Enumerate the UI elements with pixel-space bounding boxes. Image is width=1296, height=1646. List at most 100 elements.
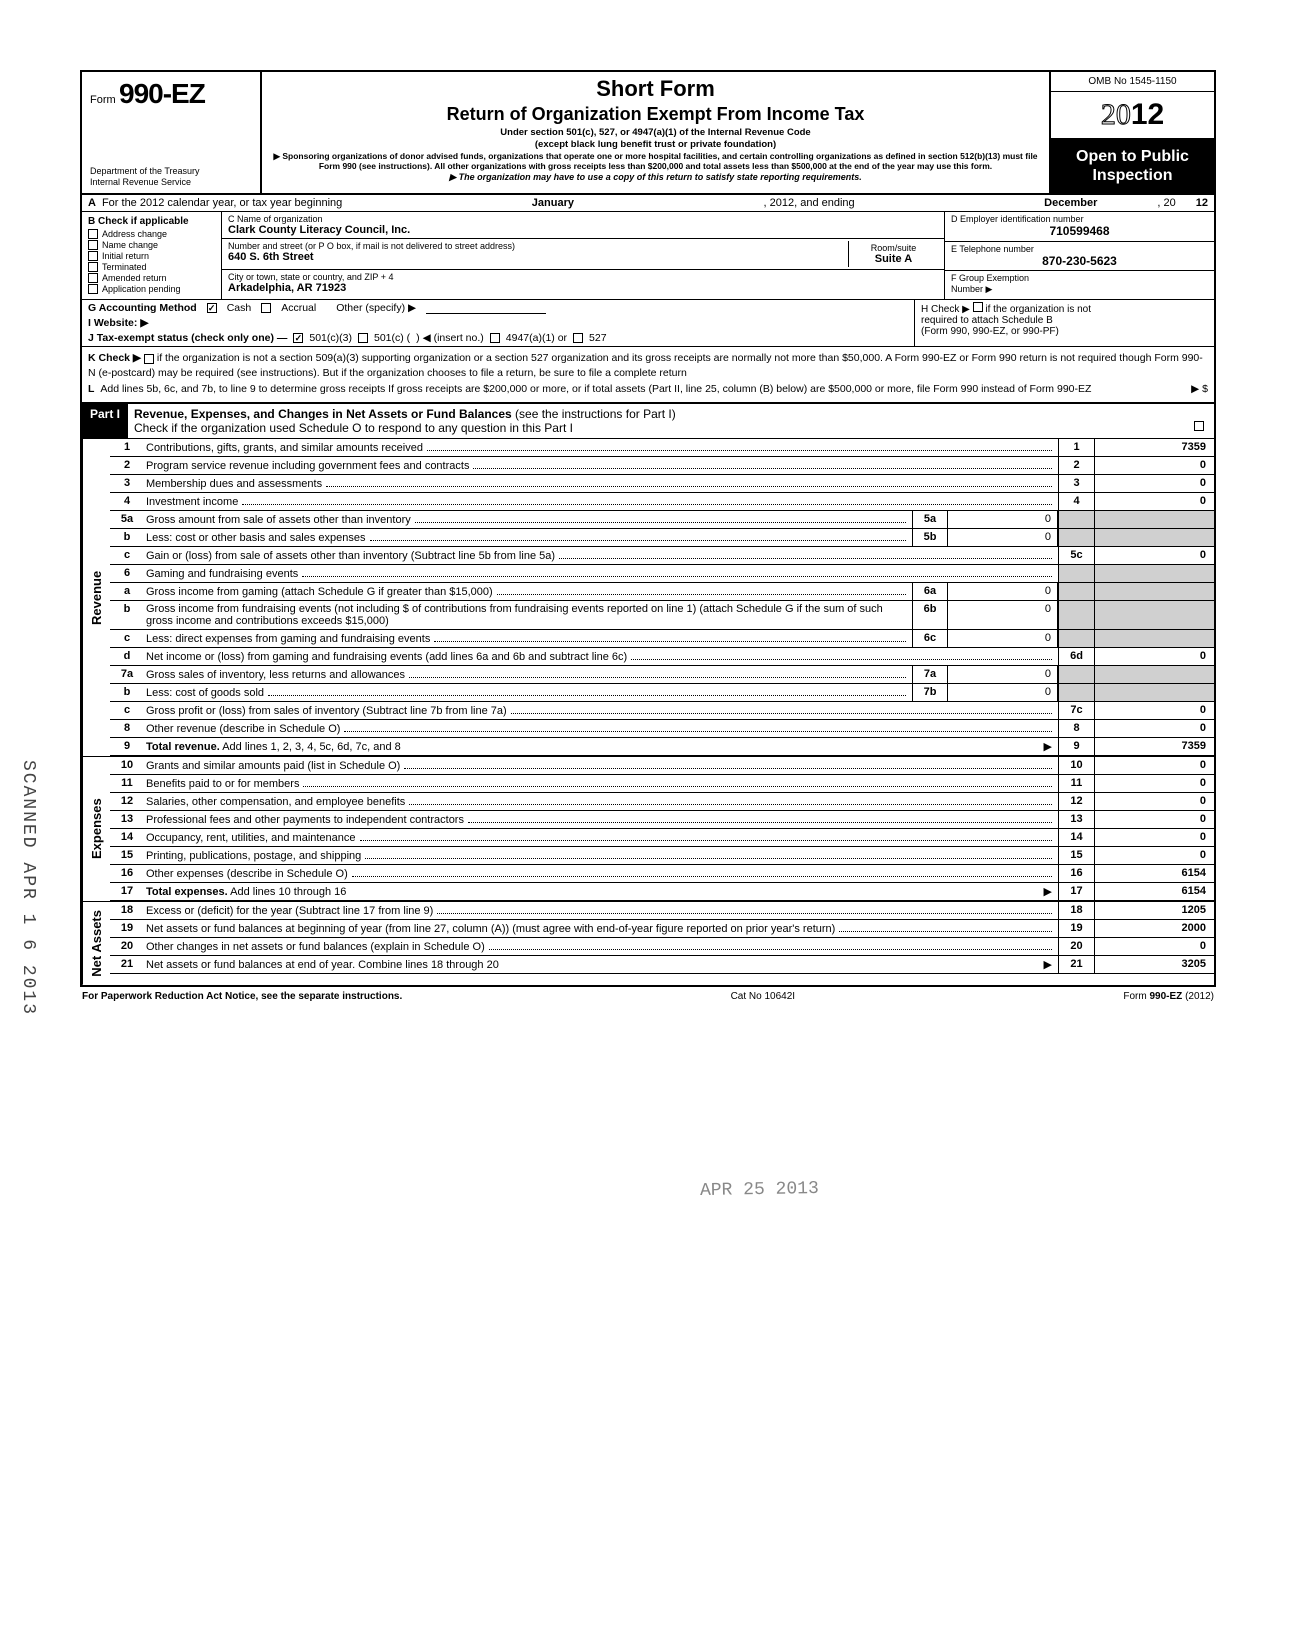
end-value: 6154 [1094, 865, 1214, 882]
mini-box-value: 0 [948, 511, 1058, 528]
block-bcdef: B Check if applicable Address changeName… [82, 212, 1214, 300]
line-text: Other changes in net assets or fund bala… [144, 938, 1058, 955]
end-box-label: 21 [1058, 956, 1094, 973]
line-text: Membership dues and assessments [144, 475, 1058, 492]
line-row: 17Total expenses. Add lines 10 through 1… [110, 883, 1214, 901]
h-text2: if the organization is not [985, 304, 1091, 315]
line-text: Less: cost of goods sold [144, 684, 912, 701]
end-value: 0 [1094, 648, 1214, 665]
line-row: 6Gaming and fundraising events [110, 565, 1214, 583]
b-checkbox[interactable] [88, 240, 98, 250]
mini-box-label: 7a [912, 666, 948, 683]
line-text: Less: cost or other basis and sales expe… [144, 529, 912, 546]
h-checkbox[interactable] [973, 302, 983, 312]
line-row: aGross income from gaming (attach Schedu… [110, 583, 1214, 601]
mini-box-label: 5a [912, 511, 948, 528]
open-to-public: Open to Public Inspection [1051, 139, 1214, 193]
end-val-shade [1094, 630, 1214, 647]
b-checkbox[interactable] [88, 284, 98, 294]
year-prefix: 20 [1101, 98, 1131, 131]
end-val-shade [1094, 666, 1214, 683]
net-assets-label: Net Assets [82, 902, 110, 985]
line-number: 11 [110, 775, 144, 792]
g-label: G Accounting Method [88, 302, 197, 314]
other-blank[interactable] [426, 302, 546, 314]
b-item-label: Application pending [102, 284, 181, 294]
line-text: Investment income [144, 493, 1058, 510]
scanned-stamp: SCANNED APR 1 6 2013 [18, 760, 38, 1016]
a-text2: , 2012, and ending [764, 197, 855, 209]
footer: For Paperwork Reduction Act Notice, see … [80, 987, 1216, 1002]
cash-checkbox[interactable]: ✓ [207, 303, 217, 313]
part1-checkbox[interactable] [1194, 421, 1204, 431]
accrual-checkbox[interactable] [261, 303, 271, 313]
line-number: 18 [110, 902, 144, 919]
b-checkbox[interactable] [88, 229, 98, 239]
end-box-label: 12 [1058, 793, 1094, 810]
line-text: Net income or (loss) from gaming and fun… [144, 648, 1058, 665]
b-item-label: Name change [102, 240, 158, 250]
mini-box-value: 0 [948, 601, 1058, 629]
line-row: 12Salaries, other compensation, and empl… [110, 793, 1214, 811]
line-row: bLess: cost of goods sold7b0 [110, 684, 1214, 702]
revenue-label: Revenue [82, 439, 110, 756]
b-checkbox[interactable] [88, 251, 98, 261]
line-row: 1Contributions, gifts, grants, and simil… [110, 439, 1214, 457]
line-row: 14Occupancy, rent, utilities, and mainte… [110, 829, 1214, 847]
line-row: 16Other expenses (describe in Schedule O… [110, 865, 1214, 883]
end-box-label: 20 [1058, 938, 1094, 955]
tax-year: 2012 [1051, 92, 1214, 139]
end-box-label: 13 [1058, 811, 1094, 828]
end-box-shade [1058, 601, 1094, 629]
k-text: if the organization is not a section 509… [88, 352, 1203, 378]
line-number: 14 [110, 829, 144, 846]
dept-treasury: Department of the Treasury [90, 166, 252, 177]
sponsor-note: ▶ Sponsoring organizations of donor advi… [272, 151, 1039, 172]
line-text: Gain or (loss) from sale of assets other… [144, 547, 1058, 564]
end-box-label: 15 [1058, 847, 1094, 864]
4947-checkbox[interactable] [490, 333, 500, 343]
b-checkbox[interactable] [88, 262, 98, 272]
k-checkbox[interactable] [144, 354, 154, 364]
end-value: 2000 [1094, 920, 1214, 937]
line-number: b [110, 684, 144, 701]
end-box-label: 4 [1058, 493, 1094, 510]
line-text: Gross income from gaming (attach Schedul… [144, 583, 912, 600]
501c-checkbox[interactable] [358, 333, 368, 343]
line-text: Excess or (deficit) for the year (Subtra… [144, 902, 1058, 919]
501c-label: 501(c) ( [374, 332, 410, 344]
527-checkbox[interactable] [573, 333, 583, 343]
line-number: c [110, 547, 144, 564]
end-value: 0 [1094, 702, 1214, 719]
end-box-shade [1058, 529, 1094, 546]
mini-box-value: 0 [948, 666, 1058, 683]
l-text: Add lines 5b, 6c, and 7b, to line 9 to d… [100, 382, 1171, 396]
return-title: Return of Organization Exempt From Incom… [272, 104, 1039, 125]
line-row: 5aGross amount from sale of assets other… [110, 511, 1214, 529]
line-text: Gross sales of inventory, less returns a… [144, 666, 912, 683]
open-line2: Inspection [1055, 166, 1210, 185]
end-val-shade [1094, 511, 1214, 528]
a-text1: For the 2012 calendar year, or tax year … [102, 197, 342, 209]
end-box-shade [1058, 565, 1094, 582]
c-name-label: C Name of organization [228, 214, 938, 224]
under-section: Under section 501(c), 527, or 4947(a)(1)… [272, 127, 1039, 139]
line-text: Total expenses. Add lines 10 through 16▶ [144, 883, 1058, 900]
form-header: Form 990-EZ Department of the Treasury I… [82, 72, 1214, 195]
end-box-label: 6d [1058, 648, 1094, 665]
b-checkbox[interactable] [88, 273, 98, 283]
end-box-label: 14 [1058, 829, 1094, 846]
line-row: 9Total revenue. Add lines 1, 2, 3, 4, 5c… [110, 738, 1214, 756]
line-row: 4Investment income40 [110, 493, 1214, 511]
mini-box-label: 6b [912, 601, 948, 629]
line-text: Total revenue. Add lines 1, 2, 3, 4, 5c,… [144, 738, 1058, 755]
row-g-h: G Accounting Method ✓ Cash Accrual Other… [82, 300, 1214, 347]
col-c: C Name of organization Clark County Lite… [222, 212, 944, 299]
501c3-checkbox[interactable]: ✓ [293, 333, 303, 343]
col-def: D Employer identification number 7105994… [944, 212, 1214, 299]
i-label: I Website: ▶ [88, 317, 148, 329]
line-text: Gross profit or (loss) from sales of inv… [144, 702, 1058, 719]
j-label: J Tax-exempt status (check only one) — [88, 332, 287, 344]
mini-box-label: 5b [912, 529, 948, 546]
except-line: (except black lung benefit trust or priv… [272, 139, 1039, 151]
